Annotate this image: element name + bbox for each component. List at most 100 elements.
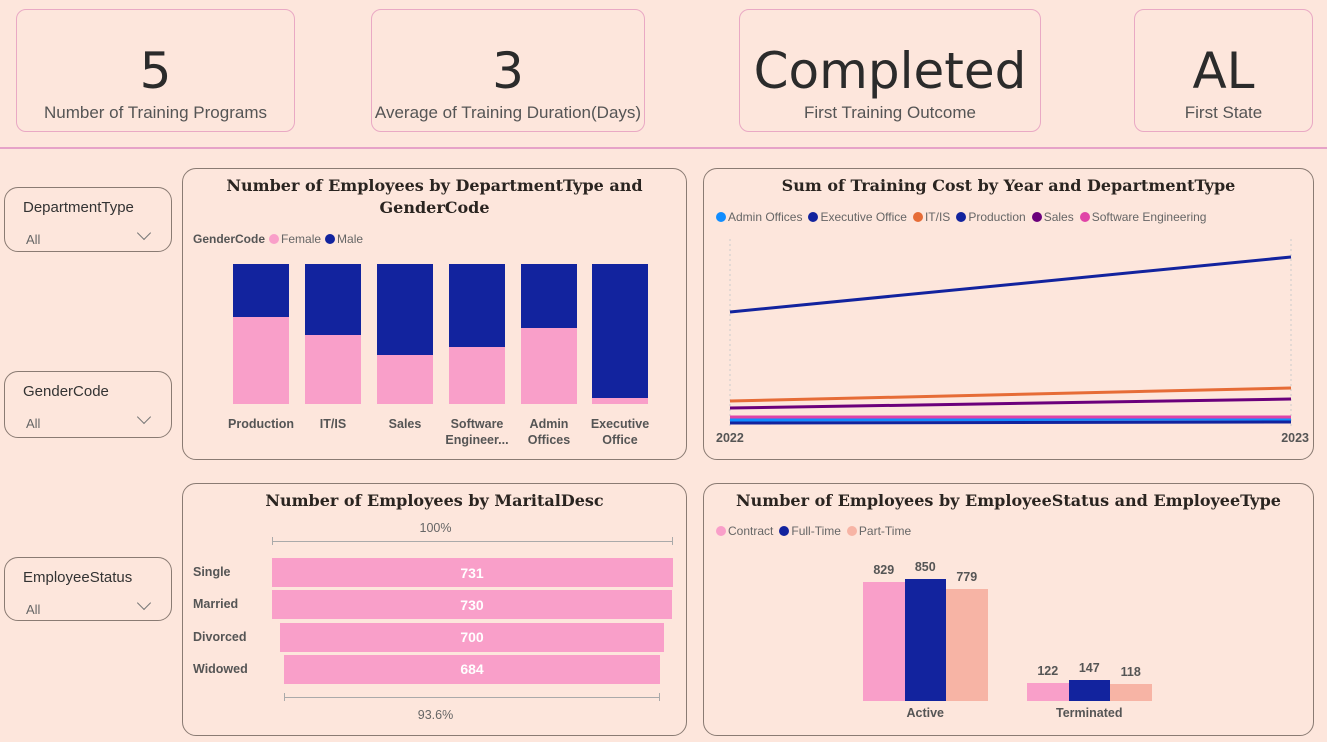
kpi-value: 5: [139, 42, 172, 100]
header-divider: [0, 147, 1327, 149]
legend-label: Software Engineering: [1091, 210, 1207, 224]
bar-segment-female[interactable]: [233, 317, 289, 404]
bar-segment-female[interactable]: [305, 335, 361, 404]
kpi-card-training-programs: 5 Number of Training Programs: [16, 9, 295, 132]
bar-segment-male[interactable]: [305, 264, 361, 336]
funnel-bar[interactable]: 731: [271, 558, 673, 587]
funnel-bar[interactable]: 684: [284, 654, 660, 684]
series-line-executive-office[interactable]: [729, 420, 1292, 425]
legend-label: Male: [337, 232, 364, 246]
chart-employees-by-status-type[interactable]: Number of Employees by EmployeeStatus an…: [703, 483, 1314, 736]
column-contract[interactable]: [1027, 683, 1069, 701]
data-label: 731: [460, 564, 484, 581]
kpi-label: Number of Training Programs: [44, 103, 267, 122]
bar-segment-female[interactable]: [377, 355, 433, 404]
slicer-value[interactable]: All: [26, 416, 41, 431]
x-axis-label: IT/IS: [319, 417, 347, 431]
bar-segment-male[interactable]: [377, 264, 433, 355]
legend-label: IT/IS: [924, 210, 951, 224]
column-part-time[interactable]: [946, 589, 988, 701]
legend-label: Sales: [1043, 210, 1074, 224]
bar-segment-male[interactable]: [449, 264, 505, 347]
chevron-down-icon[interactable]: [136, 225, 152, 241]
funnel-bottom-line-rule: [284, 697, 660, 698]
slicer-employee-status[interactable]: EmployeeStatus All: [4, 557, 172, 621]
kpi-value: AL: [1192, 42, 1255, 100]
chart-training-cost-by-year[interactable]: Sum of Training Cost by Year and Departm…: [703, 168, 1314, 460]
bar-segment-female[interactable]: [521, 328, 577, 404]
funnel-top-line-rule: [271, 541, 673, 542]
bar-segment-male[interactable]: [592, 264, 648, 399]
slicer-value[interactable]: All: [26, 232, 41, 247]
legend-dot: [912, 212, 923, 222]
legend-dot: [716, 212, 726, 222]
x-axis-label: Production: [228, 417, 294, 431]
kpi-card-first-state: AL First State: [1134, 9, 1313, 132]
data-label: 700: [460, 629, 484, 646]
funnel-bar[interactable]: 700: [280, 622, 664, 652]
category-label: Married: [193, 597, 239, 612]
slicer-title: DepartmentType: [23, 199, 134, 216]
x-axis-label: Active: [906, 706, 945, 720]
column-full-time[interactable]: [904, 579, 946, 701]
kpi-card-training-duration: 3 Average of Training Duration(Days): [371, 9, 645, 132]
x-axis-label: Admin Offices: [527, 417, 571, 447]
chevron-down-icon[interactable]: [136, 409, 152, 425]
kpi-label: First State: [1184, 103, 1263, 122]
kpi-label: First Training Outcome: [804, 103, 976, 122]
legend-label: Executive Office: [820, 210, 907, 224]
line-plot: 2022 2023: [716, 239, 1309, 445]
category-label: Widowed: [193, 661, 248, 676]
x-axis-label: Executive Office: [590, 417, 650, 447]
legend-dot: [1079, 212, 1090, 222]
data-label: 147: [1078, 660, 1100, 675]
legend-label: Production: [968, 210, 1026, 224]
column-contract[interactable]: [863, 582, 905, 701]
chart-employees-by-department-gender[interactable]: Number of Employees by DepartmentType an…: [182, 168, 687, 460]
x-axis-label: 2022: [716, 431, 744, 445]
category-label: Divorced: [193, 629, 247, 644]
data-label: 122: [1037, 664, 1059, 679]
x-axis-label: Terminated: [1056, 706, 1123, 720]
kpi-value: 3: [492, 42, 524, 100]
series-line-it-is[interactable]: [729, 386, 1292, 403]
series-line-sales[interactable]: [729, 397, 1292, 410]
legend-dot: [956, 212, 967, 222]
chevron-down-icon[interactable]: [136, 595, 152, 611]
x-axis-label: 2023: [1281, 431, 1309, 445]
bar-segment-female[interactable]: [449, 346, 505, 404]
data-label: 850: [914, 560, 936, 574]
chart-title: Sum of Training Cost by Year and Departm…: [781, 176, 1236, 195]
series-line-admin-offices[interactable]: [729, 417, 1292, 422]
chart-legend: Admin Offices Executive Office IT/IS Produc…: [712, 210, 1208, 224]
data-label: 118: [1120, 665, 1141, 680]
series-line-production[interactable]: [729, 255, 1292, 314]
data-label: 779: [956, 570, 978, 585]
legend-dot: [846, 526, 857, 536]
data-label: 684: [460, 661, 484, 678]
x-axis-label: Sales: [388, 417, 422, 431]
chart-legend: Contract Full-Time Part-Time: [712, 524, 913, 538]
legend-dot: [779, 526, 790, 536]
slicer-department-type[interactable]: DepartmentType All: [4, 187, 172, 252]
chart-title: Number of Employees by EmployeeStatus an…: [736, 491, 1281, 510]
column-full-time[interactable]: [1068, 679, 1110, 701]
bar-segment-male[interactable]: [521, 264, 577, 329]
column-part-time[interactable]: [1110, 684, 1152, 701]
legend-dot-male: [325, 234, 336, 244]
chart-employees-by-marital[interactable]: Number of Employees by MaritalDesc 100% 7…: [182, 483, 687, 736]
bar-segment-male[interactable]: [233, 264, 289, 318]
funnel-bottom-label: 93.6%: [417, 708, 454, 722]
category-label: Single: [193, 565, 231, 579]
chart-title: Number of Employees by MaritalDesc: [265, 491, 604, 510]
slicer-title: EmployeeStatus: [23, 569, 133, 586]
slicer-title: GenderCode: [23, 383, 109, 400]
legend-label: Contract: [728, 524, 774, 538]
kpi-value: Completed: [753, 42, 1027, 100]
legend-label: Part-Time: [858, 524, 912, 538]
bar-segment-female[interactable]: [592, 398, 648, 404]
slicer-value[interactable]: All: [26, 602, 41, 617]
slicer-gender-code[interactable]: GenderCode All: [4, 371, 172, 438]
kpi-card-training-outcome: Completed First Training Outcome: [739, 9, 1041, 132]
funnel-bar[interactable]: 730: [271, 590, 673, 620]
